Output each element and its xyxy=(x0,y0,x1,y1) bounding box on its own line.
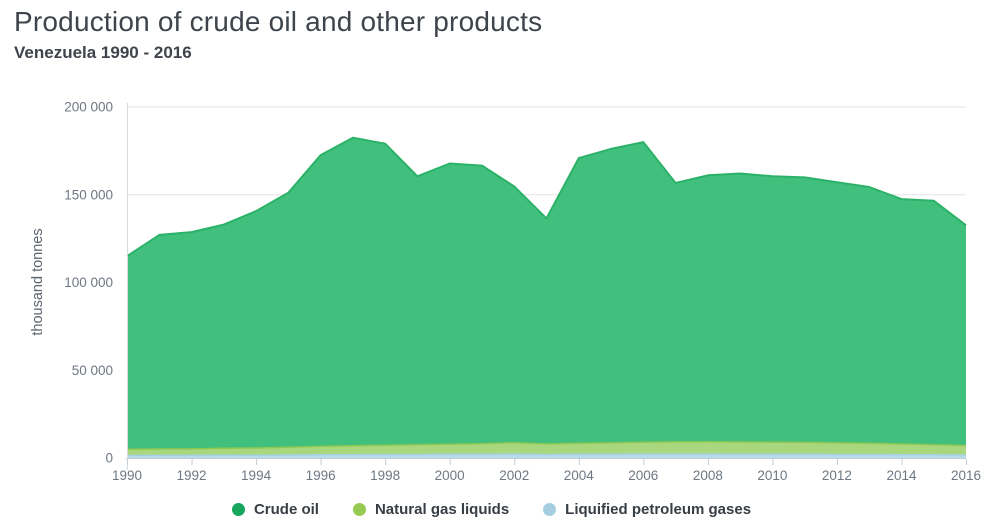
legend-label-crude-oil: Crude oil xyxy=(253,501,319,518)
x-tick-label: 2012 xyxy=(822,468,852,483)
x-tick-label: 2010 xyxy=(757,468,787,483)
y-tick-label: 0 xyxy=(105,451,113,466)
y-tick-label: 100 000 xyxy=(64,275,113,290)
y-tick-label: 150 000 xyxy=(64,187,113,202)
x-tick-label: 2014 xyxy=(886,468,917,483)
natural-gas-liquids-dot-icon xyxy=(352,503,366,516)
y-tick-label: 50 000 xyxy=(72,363,113,378)
crude-oil-dot-icon xyxy=(231,503,245,516)
page-subtitle: Venezuela 1990 - 2016 xyxy=(14,43,192,62)
x-tick-label: 2000 xyxy=(435,468,465,483)
x-tick-label: 1998 xyxy=(370,468,400,483)
liquified-petroleum-gases-dot-icon xyxy=(543,503,557,516)
legend-label-liquified-petroleum-gases: Liquified petroleum gases xyxy=(565,501,752,518)
legend-item-crude-oil[interactable]: Crude oil xyxy=(231,501,319,518)
legend-label-natural-gas-liquids: Natural gas liquids xyxy=(374,501,510,518)
line-natural-gas-liquids xyxy=(126,440,967,450)
x-tick-label: 1992 xyxy=(177,468,207,483)
chart-header: Production of crude oil and other produc… xyxy=(14,4,542,66)
x-tick-label: 2004 xyxy=(564,468,595,483)
page-title: Production of crude oil and other produc… xyxy=(14,6,543,37)
line-liquified-petroleum-gases xyxy=(127,453,967,457)
x-tick-label: 1990 xyxy=(112,468,142,483)
y-axis-title: thousand tonnes xyxy=(30,228,46,335)
legend-item-natural-gas-liquids[interactable]: Natural gas liquids xyxy=(352,501,510,518)
line-crude-oil xyxy=(126,136,967,258)
x-tick-label: 2002 xyxy=(499,468,529,483)
x-tick-label: 1994 xyxy=(241,468,272,483)
x-tick-label: 1996 xyxy=(306,468,336,483)
x-tick-label: 2006 xyxy=(628,468,658,483)
chart-legend: Crude oil Natural gas liquids Liquified … xyxy=(0,501,983,518)
legend-item-liquified-petroleum-gases[interactable]: Liquified petroleum gases xyxy=(543,501,751,518)
area-crude-oil xyxy=(127,137,966,458)
x-tick-label: 2016 xyxy=(951,468,981,483)
y-tick-label: 200 000 xyxy=(64,100,113,115)
x-tick-label: 2008 xyxy=(693,468,723,483)
